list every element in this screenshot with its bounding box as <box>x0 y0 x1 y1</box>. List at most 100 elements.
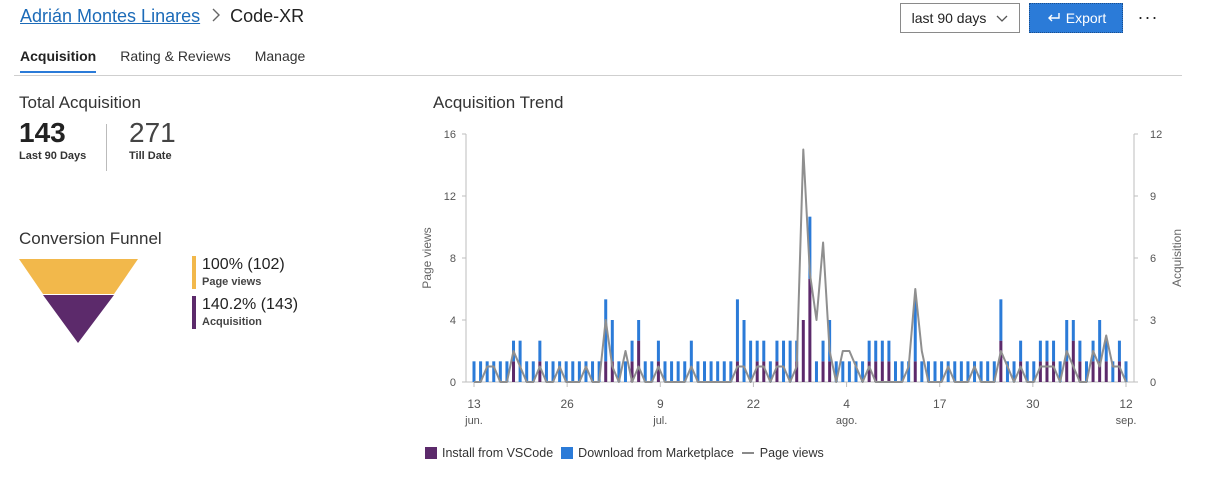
bar-download <box>564 361 568 382</box>
bar-download <box>1104 340 1108 362</box>
bar-download <box>623 361 627 382</box>
bar-download <box>861 361 865 382</box>
x-tick-label: 30 <box>1026 397 1040 411</box>
tab-manage[interactable]: Manage <box>254 48 306 64</box>
bar-install <box>610 361 614 382</box>
bar-download <box>498 361 502 382</box>
till-date-value: 271 <box>129 117 176 148</box>
tab-acquisition[interactable]: Acquisition <box>20 48 97 73</box>
bar-download <box>900 361 904 382</box>
bar-install <box>512 361 516 382</box>
bar-download <box>966 361 970 382</box>
bar-download <box>709 361 713 382</box>
bar-download <box>584 361 588 382</box>
bar-download <box>953 361 957 382</box>
bar-install <box>801 320 805 382</box>
bar-download <box>1084 361 1088 382</box>
bar-download <box>525 361 529 382</box>
funnel-stage-acquisition <box>43 295 114 343</box>
legend-swatch <box>425 447 437 459</box>
y-tick-label-right: 6 <box>1150 253 1156 265</box>
y-tick-label-left: 12 <box>444 191 456 203</box>
y-tick-label-left: 16 <box>444 129 456 141</box>
legend-color-bar <box>192 296 196 329</box>
publisher-link[interactable]: Adrián Montes Linares <box>20 6 201 26</box>
bar-download <box>735 299 739 362</box>
bar-download <box>1111 361 1115 382</box>
date-range-select[interactable]: last 90 days <box>900 3 1020 33</box>
bar-download <box>940 361 944 382</box>
bar-install <box>604 361 608 382</box>
bar-download <box>920 361 924 382</box>
bar-download <box>933 361 937 382</box>
bar-download <box>755 340 759 362</box>
bar-download <box>834 361 838 382</box>
bar-install <box>795 361 799 382</box>
bar-download <box>808 216 812 279</box>
bar-install <box>762 361 766 382</box>
more-options-button[interactable]: ··· <box>1137 7 1159 27</box>
bar-download <box>887 340 891 362</box>
bar-download <box>1071 320 1075 341</box>
legend-label: Install from VSCode <box>442 446 554 460</box>
legend-item-download[interactable]: Download from Marketplace <box>561 446 734 460</box>
date-range-value: last 90 days <box>911 10 987 26</box>
bar-download <box>722 361 726 382</box>
bar-download <box>689 340 693 382</box>
funnel-stage-name: Acquisition <box>202 316 262 328</box>
bar-download <box>676 361 680 382</box>
export-icon <box>1046 10 1060 26</box>
bar-download <box>518 340 522 382</box>
bar-install <box>880 361 884 382</box>
bar-install <box>999 340 1003 382</box>
bar-download <box>1078 340 1082 362</box>
tab-bar: Acquisition Rating & Reviews Manage <box>20 48 305 73</box>
bar-download <box>959 361 963 382</box>
bar-download <box>1052 340 1056 362</box>
bar-install <box>735 361 739 382</box>
bar-download <box>893 361 897 382</box>
bar-download <box>656 340 660 362</box>
bar-download <box>538 340 542 362</box>
bar-download <box>782 340 786 382</box>
legend-item-pageviews[interactable]: Page views <box>741 446 824 460</box>
last90-value: 143 <box>19 117 66 148</box>
bar-install <box>828 361 832 382</box>
bar-download <box>597 361 601 382</box>
bar-download <box>558 361 562 382</box>
bar-download <box>1032 361 1036 382</box>
bar-download <box>650 361 654 382</box>
bar-download <box>1025 361 1029 382</box>
bar-download <box>683 361 687 382</box>
x-tick-label: 12 <box>1119 397 1133 411</box>
acquisition-trend-title: Acquisition Trend <box>433 93 564 112</box>
legend-label: Download from Marketplace <box>578 446 734 460</box>
bar-install <box>874 361 878 382</box>
bar-download <box>814 361 818 382</box>
bar-download <box>479 361 483 382</box>
bar-download <box>577 361 581 382</box>
bar-download <box>591 361 595 382</box>
bar-download <box>637 320 641 341</box>
y-tick-label-left: 4 <box>450 315 456 327</box>
bar-download <box>946 361 950 382</box>
legend-item-install[interactable]: Install from VSCode <box>425 446 553 460</box>
x-tick-label: 13 <box>467 397 481 411</box>
bar-download <box>1012 361 1016 382</box>
legend-color-bar <box>192 256 196 289</box>
y-tick-label-right: 12 <box>1150 129 1162 141</box>
tab-rating-reviews[interactable]: Rating & Reviews <box>120 48 231 64</box>
bar-download <box>1005 361 1009 382</box>
x-tick-label: 22 <box>747 397 761 411</box>
chevron-down-icon <box>996 10 1008 26</box>
chart-legend: Install from VSCode Download from Market… <box>425 446 832 460</box>
bar-install <box>1038 361 1042 382</box>
legend-swatch <box>741 452 754 454</box>
x-tick-label: 9 <box>657 397 664 411</box>
y-tick-label-left: 0 <box>450 377 456 389</box>
bar-download <box>1098 320 1102 362</box>
x-tick-sublabel: ago. <box>836 415 857 427</box>
bar-download <box>907 361 911 382</box>
export-button[interactable]: Export <box>1029 3 1123 33</box>
